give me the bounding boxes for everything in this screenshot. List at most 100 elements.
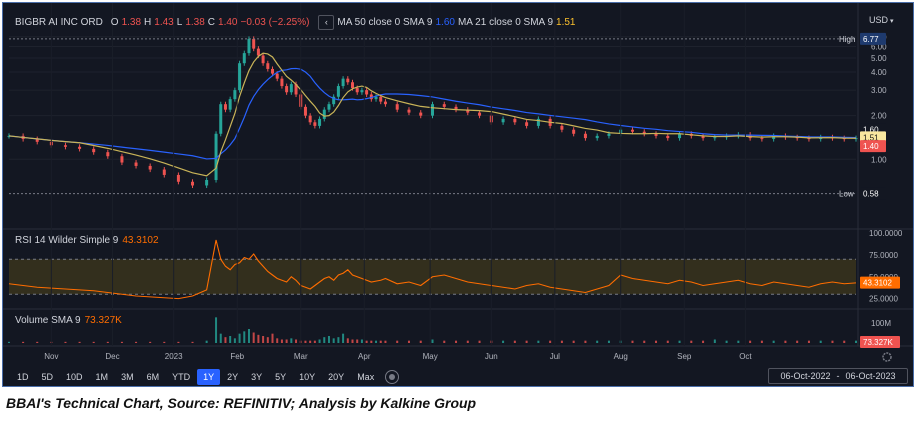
candle-body (346, 78, 350, 83)
volume-bar (725, 340, 728, 343)
range-button-5d[interactable]: 5D (41, 372, 54, 382)
candle-body (595, 135, 599, 139)
candle-body (525, 122, 529, 126)
date-to: 06-Oct-2023 (845, 371, 896, 381)
rsi-last-tag: 43.3102 (863, 279, 892, 288)
volume-legend: Volume SMA 9 73.327K (15, 315, 122, 326)
candle-body (289, 84, 293, 93)
volume-bar (266, 337, 269, 343)
date-range-field[interactable]: 06-Oct-2022 - 06-Oct-2023 (768, 368, 908, 384)
candle-body (238, 63, 242, 91)
volume-bar (327, 336, 330, 343)
range-button-20y[interactable]: 20Y (328, 372, 345, 382)
change-value: −0.03 (−2.25%) (240, 17, 310, 28)
volume-bar (678, 340, 681, 343)
candle-body (501, 118, 505, 123)
volume-bar (304, 340, 307, 343)
currency-selector[interactable]: USD (869, 15, 893, 25)
high-value-tag-bg (860, 32, 886, 45)
volume-bar (224, 337, 227, 343)
high-label: H (144, 17, 152, 28)
low-value-tag-bg (860, 187, 886, 200)
chart-frame: 7.006.005.004.003.002.001.00High6.771.60… (2, 2, 914, 387)
volume-bar (631, 340, 634, 343)
candle-body (252, 38, 256, 49)
date-from: 06-Oct-2022 (780, 371, 831, 381)
candle-body (261, 55, 265, 64)
volume-bar (257, 334, 260, 343)
range-button-1m[interactable]: 1M (95, 372, 109, 382)
candle-body (162, 169, 166, 175)
chart-canvas: 7.006.005.004.003.002.001.00High6.771.60… (3, 3, 913, 362)
x-tick-label: Nov (44, 352, 58, 361)
candle-body (478, 112, 482, 116)
candle-body (303, 106, 307, 116)
volume-bar (831, 340, 834, 343)
candle-body (760, 138, 764, 140)
volume-bar (455, 340, 458, 343)
price-tick-label: 6.00 (871, 42, 887, 51)
candle-body (407, 109, 411, 113)
range-button-1y[interactable]: 1Y (197, 369, 221, 385)
volume-bar (262, 336, 265, 343)
candle-body (35, 139, 39, 142)
volume-tick-label: 100M (871, 319, 891, 328)
volume-value: 73.327K (84, 315, 122, 326)
date-separator: - (836, 371, 840, 381)
volume-last-tag: 73.327K (863, 338, 893, 347)
range-button-3m[interactable]: 3M (121, 372, 134, 382)
volume-bar (655, 340, 658, 343)
rsi-value: 43.3102 (122, 235, 159, 246)
candle-body (322, 109, 326, 119)
candle-body (63, 145, 67, 147)
range-button-3y[interactable]: 3Y (251, 372, 263, 382)
ma50-line (8, 67, 857, 160)
volume-bar (346, 338, 349, 343)
x-tick-label: 2023 (165, 352, 183, 361)
volume-bar (177, 341, 180, 343)
candle-body (360, 90, 364, 93)
volume-bar (379, 340, 382, 343)
candle-body (285, 86, 289, 93)
candle-body (431, 104, 434, 116)
volume-bar (478, 340, 481, 343)
candle-body (442, 104, 446, 107)
volume-bar (365, 340, 368, 343)
range-toolbar: 1D 5D 10D 1M 3M 6M YTD 1Y 2Y 3Y 5Y 10Y 20Y Max (11, 369, 400, 385)
volume-bar (384, 340, 387, 343)
x-tick-label: Dec (105, 352, 119, 361)
volume-bar (318, 339, 321, 343)
range-button-10d[interactable]: 10D (66, 372, 83, 382)
candle-body (379, 96, 383, 102)
range-button-1d[interactable]: 1D (17, 372, 29, 382)
range-button-ytd[interactable]: YTD (172, 372, 191, 382)
volume-bar (513, 340, 516, 343)
volume-bar (375, 340, 378, 343)
volume-bar (396, 340, 399, 343)
candle-body (642, 131, 646, 134)
candle-body (308, 115, 312, 123)
volume-bar (149, 341, 152, 343)
volume-bar (106, 341, 109, 343)
volume-bar (215, 317, 218, 343)
volume-bar (233, 338, 236, 343)
candle-body (176, 174, 180, 182)
close-value: 1.40 (218, 17, 238, 28)
candle-body (369, 94, 373, 100)
candle-body (395, 104, 399, 110)
range-button-max[interactable]: Max (357, 372, 375, 382)
candle-body (228, 99, 232, 110)
range-button-2y[interactable]: 2Y (227, 372, 239, 382)
compare-icon[interactable] (385, 370, 400, 384)
collapse-legend-icon[interactable]: ‹ (318, 15, 335, 30)
volume-bar (205, 340, 208, 343)
volume-bar (64, 341, 67, 343)
volume-bar (502, 340, 505, 343)
range-button-6m[interactable]: 6M (146, 372, 160, 382)
volume-bar (78, 341, 81, 343)
range-button-5y[interactable]: 5Y (275, 372, 287, 382)
price-tick-label: 3.00 (871, 86, 887, 95)
x-tick-label: Apr (358, 352, 371, 361)
range-button-10y[interactable]: 10Y (299, 372, 316, 382)
rsi-label: RSI 14 Wilder Simple 9 (15, 235, 119, 246)
